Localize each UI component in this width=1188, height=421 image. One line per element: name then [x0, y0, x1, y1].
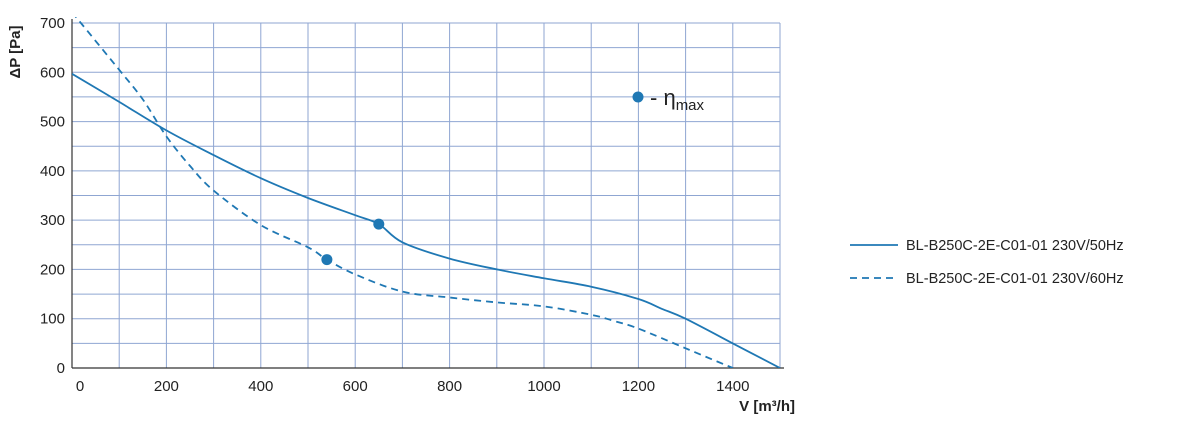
- y-tick-label: 700: [40, 15, 65, 32]
- legend: BL-B250C-2E-C01-01 230V/50Hz BL-B250C-2E-…: [850, 238, 1124, 287]
- y-axis-title: ΔP [Pa]: [7, 25, 24, 78]
- series-line-60hz: [74, 17, 734, 368]
- legend-label: BL-B250C-2E-C01-01 230V/60Hz: [906, 271, 1124, 287]
- x-tick-label: 1000: [527, 378, 560, 395]
- eta-max-annotation: - ηmax: [632, 85, 705, 114]
- eta-max-marker: [321, 254, 333, 266]
- annotation-prefix: - η: [650, 85, 676, 110]
- y-tick-label: 500: [40, 114, 65, 131]
- x-tick-label: 0: [76, 378, 84, 395]
- x-tick-label: 1200: [622, 378, 655, 395]
- eta-max-markers: [321, 218, 385, 266]
- x-tick-label: 800: [437, 378, 462, 395]
- y-tick-label: 600: [40, 64, 65, 81]
- x-tick-labels: 0 200 400 600 800 1000 1200 1400: [76, 378, 750, 395]
- annotation-label: - ηmax: [650, 85, 705, 114]
- x-tick-label: 600: [343, 378, 368, 395]
- grid: [72, 22, 781, 368]
- y-tick-label: 400: [40, 163, 65, 180]
- series-lines: [72, 17, 781, 368]
- y-tick-labels: 0 100 200 300 400 500 600 700: [40, 15, 65, 377]
- y-tick-label: 0: [57, 360, 65, 377]
- annotation-subscript: max: [676, 97, 705, 114]
- legend-label: BL-B250C-2E-C01-01 230V/50Hz: [906, 238, 1124, 254]
- eta-max-marker: [373, 218, 385, 230]
- x-tick-label: 400: [248, 378, 273, 395]
- y-tick-label: 100: [40, 311, 65, 328]
- series-line-50hz: [72, 73, 781, 368]
- annotation-marker: [632, 91, 644, 103]
- axes: [71, 19, 784, 369]
- y-tick-label: 300: [40, 212, 65, 229]
- x-tick-label: 1400: [716, 378, 749, 395]
- y-tick-label: 200: [40, 261, 65, 278]
- x-axis-title: V [m³/h]: [739, 398, 795, 415]
- x-tick-label: 200: [154, 378, 179, 395]
